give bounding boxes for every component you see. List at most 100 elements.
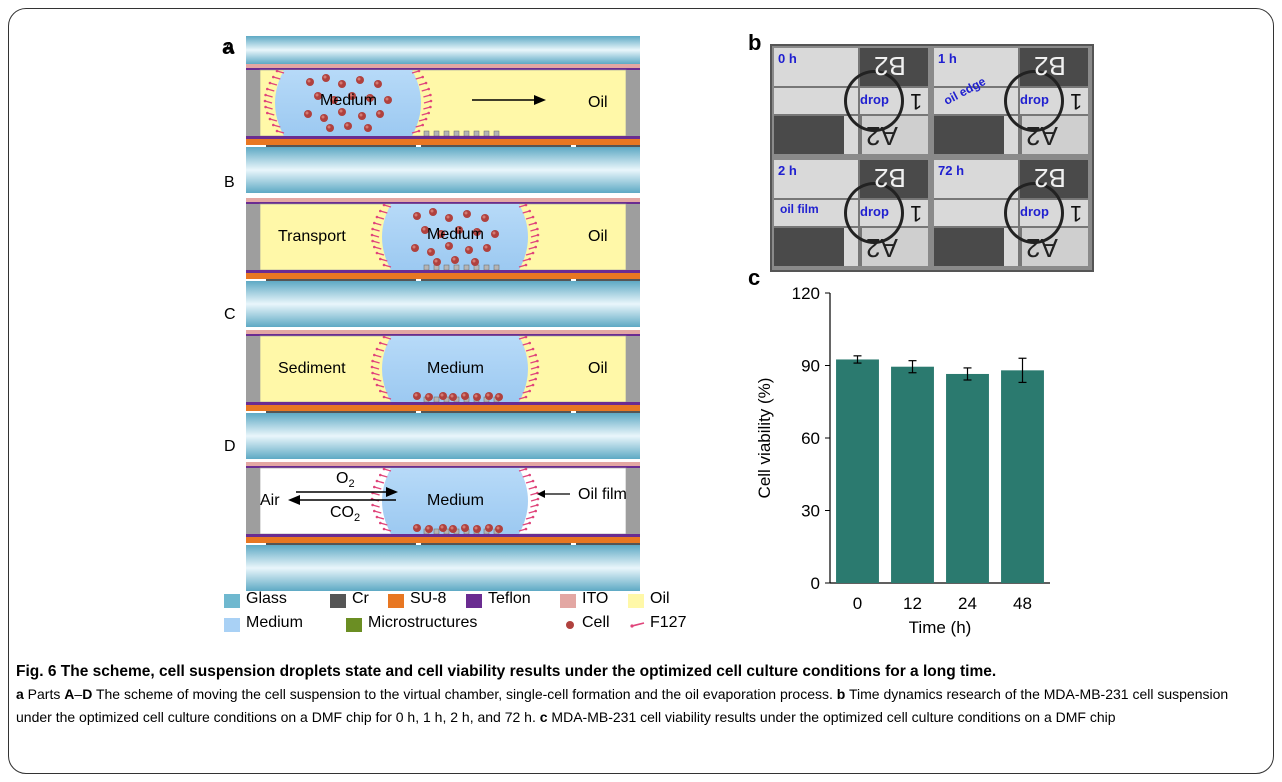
cr-electrode [576,543,640,545]
f127-head [534,485,538,489]
f127-head [524,335,528,339]
f127-head [268,117,272,121]
drop-outline [844,182,904,244]
figure-frame [8,8,1274,774]
f127-head [372,245,376,249]
electrode-dark-bottom-left [774,228,844,266]
mark-side: 1 [910,201,923,226]
cell-highlight [357,77,361,81]
mark-side: 1 [1070,201,1083,226]
legend-swatch [560,594,576,608]
co2-sub: 2 [354,512,361,525]
cell-highlight [385,97,389,101]
stage-right-text: Oil [588,228,608,245]
electrode-dark-bottom-left [774,116,844,154]
cell-highlight [450,394,454,398]
legend-swatch [346,618,362,632]
y-tick-label: 30 [801,502,820,521]
legend-swatch [224,618,240,632]
caption-a-dash: – [74,686,83,702]
cr-spacer-right [626,336,640,402]
x-tick-label: 12 [903,594,922,613]
cr-spacer-left [246,70,260,136]
microstructure [473,130,480,137]
su8-layer [246,273,640,279]
f127-head [524,467,528,471]
f127-head [528,341,532,345]
cr-electrode [421,411,571,413]
f127-head [531,251,535,255]
caption-c-text: MDA-MB-231 cell viability results under … [547,709,1116,725]
f127-head [424,117,428,121]
f127-head [531,515,535,519]
cell-highlight [466,247,470,251]
legend-label: Cell [582,614,610,631]
su8-layer [246,537,640,543]
caption-a-D: D [82,686,93,702]
note-label: oil edge [941,74,988,108]
f127-head [370,233,374,237]
cr-spacer-right [626,70,640,136]
medium-droplet [275,70,421,136]
teflon-top [246,466,640,468]
cell-highlight [307,79,311,83]
mark-bottom: A2 [1026,121,1058,151]
f127-head [382,395,386,399]
microstructure [433,396,440,403]
cell-highlight [474,394,478,398]
drop-outline [1004,182,1064,244]
bar [891,366,934,583]
legend-swatch [330,594,346,608]
stage-right-text: Oil film [578,486,627,503]
f127-head [375,515,379,519]
microstructure [493,130,500,137]
f127-head [371,503,374,507]
stage-A [246,64,640,147]
caption-a-label: a [16,686,24,702]
f127-head [382,203,386,207]
teflon-top [246,68,640,70]
caption-b-text: Time dynamics research of the MDA-MB-231… [16,686,1229,725]
caption-c-label: c [539,709,548,725]
move-arrow-head [534,95,546,105]
stage-letter: D [224,438,236,455]
f127-head [371,371,374,375]
f127-head [534,353,538,357]
f127-head [378,521,382,525]
f127-head [378,473,382,477]
cell-highlight [472,259,476,263]
micrograph-tile: B2 A2 1 1 h drop oil edge [934,48,1088,154]
f127-head [375,383,379,387]
f127-head [264,105,267,109]
stage-medium-text: Medium [427,226,484,243]
stage-D [246,462,640,545]
f127-head [375,251,379,255]
cell-highlight [452,257,456,261]
cell-highlight [440,525,444,529]
teflon-top [246,202,640,204]
micrograph-grid: B2 A2 1 0 h drop B2 A2 1 1 h drop oil ed… [770,44,1094,272]
cell-highlight [414,525,418,529]
cell-highlight [375,81,379,85]
su8-layer [246,405,640,411]
cell-highlight [456,227,460,231]
f127-head [528,257,532,261]
mark-side: 1 [1070,89,1083,114]
f127-head [528,473,532,477]
microstructure [463,264,470,271]
microstructure [443,130,450,137]
cell-highlight [438,231,442,235]
f127-head [536,497,540,501]
cell-highlight [440,393,444,397]
caption-title: Fig. 6 The scheme, cell suspension dropl… [16,663,997,680]
stage-left-text: Air [260,492,280,509]
cr-spacer-right [626,204,640,270]
legend-label: Glass [246,590,287,607]
f127-head [271,123,275,127]
legend-label: SU-8 [410,590,447,607]
stage-left-text: Transport [278,228,346,245]
cell-highlight [422,227,426,231]
cell-highlight [428,249,432,253]
f127-head [372,509,376,513]
f127-head [372,221,376,225]
